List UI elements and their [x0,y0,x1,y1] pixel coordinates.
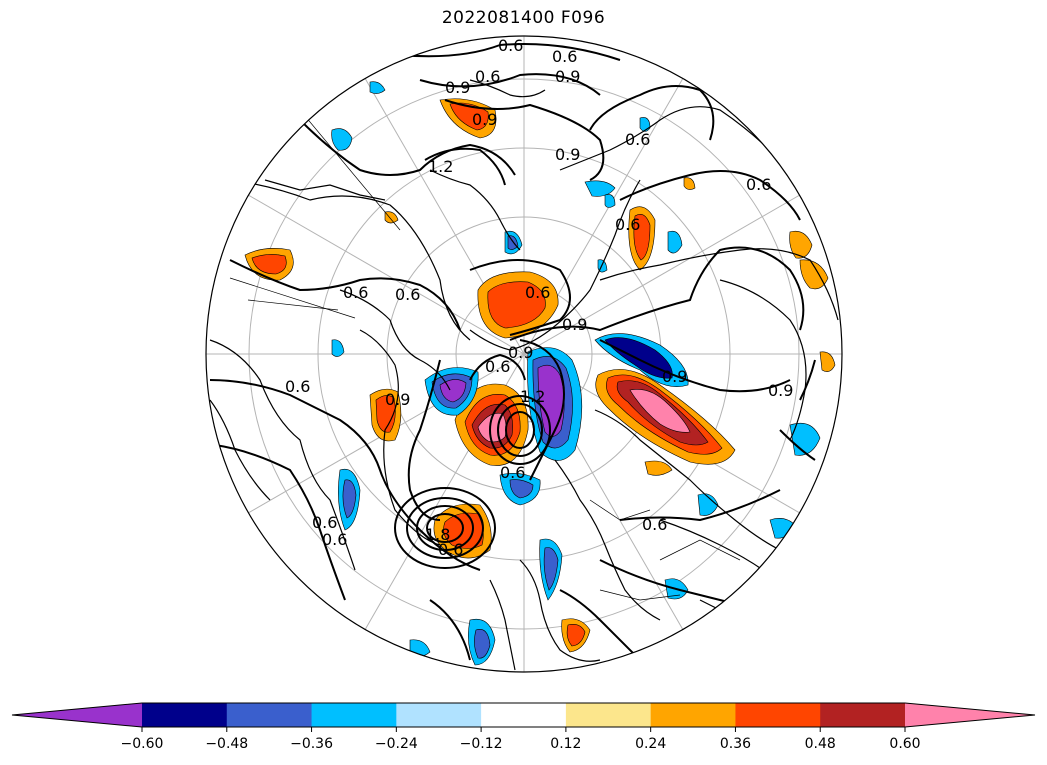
colorbar-boxes [11,702,1036,728]
svg-text:1.8: 1.8 [425,525,450,544]
colorbar: −0.60 −0.48 −0.36 −0.24 −0.12 0.12 0.24 0.36 0.4… [11,702,1036,752]
colorbar-tick-label: −0.36 [290,736,333,752]
svg-text:0.6: 0.6 [485,357,510,376]
graticule [206,36,842,672]
svg-text:0.6: 0.6 [395,285,420,304]
svg-text:0.6: 0.6 [500,463,525,482]
svg-text:0.6: 0.6 [312,513,337,532]
colorbar-tick-label: −0.24 [375,736,418,752]
map-title: 2022081400 F096 [441,8,606,28]
svg-text:0.6: 0.6 [475,67,500,86]
svg-text:0.6: 0.6 [322,530,347,549]
svg-text:0.6: 0.6 [746,175,771,194]
colorbar-extend-max [905,703,1035,727]
colorbar-box [735,703,821,727]
svg-text:0.9: 0.9 [385,390,410,409]
svg-text:0.6: 0.6 [438,540,463,559]
colorbar-box [650,703,736,727]
colorbar-box [820,703,906,727]
contour-labels: 0.6 0.6 0.6 0.9 0.9 0.9 0.9 0.6 1.2 0.6 … [285,36,793,559]
svg-text:0.9: 0.9 [555,67,580,86]
colorbar-extend-min [12,703,142,727]
svg-text:0.6: 0.6 [343,283,368,302]
colorbar-tick-label: 0.48 [805,736,836,752]
svg-text:0.6: 0.6 [615,215,640,234]
svg-text:0.9: 0.9 [562,315,587,334]
colorbar-box [226,703,313,727]
svg-text:0.6: 0.6 [552,47,577,66]
svg-text:1.2: 1.2 [428,157,453,176]
svg-text:0.9: 0.9 [472,110,497,129]
height-contours [209,43,816,661]
svg-text:0.9: 0.9 [768,381,793,400]
svg-text:0.9: 0.9 [508,343,533,362]
colorbar-tick-label: 0.12 [550,736,581,752]
svg-text:1.2: 1.2 [520,387,545,406]
colorbar-box [565,703,652,727]
political-boundaries [229,109,741,601]
svg-text:0.6: 0.6 [625,130,650,149]
colorbar-box [142,703,228,727]
coastlines [209,79,839,671]
low-centers [394,395,551,569]
colorbar-box [311,703,397,727]
svg-text:0.9: 0.9 [555,145,580,164]
svg-text:0.9: 0.9 [662,367,687,386]
polar-stereographic-map: 0.6 0.6 0.6 0.9 0.9 0.9 0.9 0.6 1.2 0.6 … [205,35,843,673]
svg-text:0.6: 0.6 [285,377,310,396]
colorbar-box [396,703,482,727]
svg-text:0.9: 0.9 [445,78,470,97]
colorbar-tick-label: 0.60 [889,736,920,752]
colorbar-tick-label: 0.24 [635,736,666,752]
svg-text:0.6: 0.6 [525,283,550,302]
svg-text:0.6: 0.6 [498,36,523,55]
svg-text:0.6: 0.6 [642,515,667,534]
colorbar-tick-label: 0.36 [720,736,751,752]
colorbar-tick-label: −0.60 [121,736,164,752]
colorbar-tick-label: −0.12 [460,736,503,752]
colorbar-ticks: −0.60 −0.48 −0.36 −0.24 −0.12 0.12 0.24 0.36 0.4… [121,727,921,752]
map-boundary [205,35,843,673]
colorbar-box [481,703,567,727]
colorbar-tick-label: −0.48 [205,736,248,752]
